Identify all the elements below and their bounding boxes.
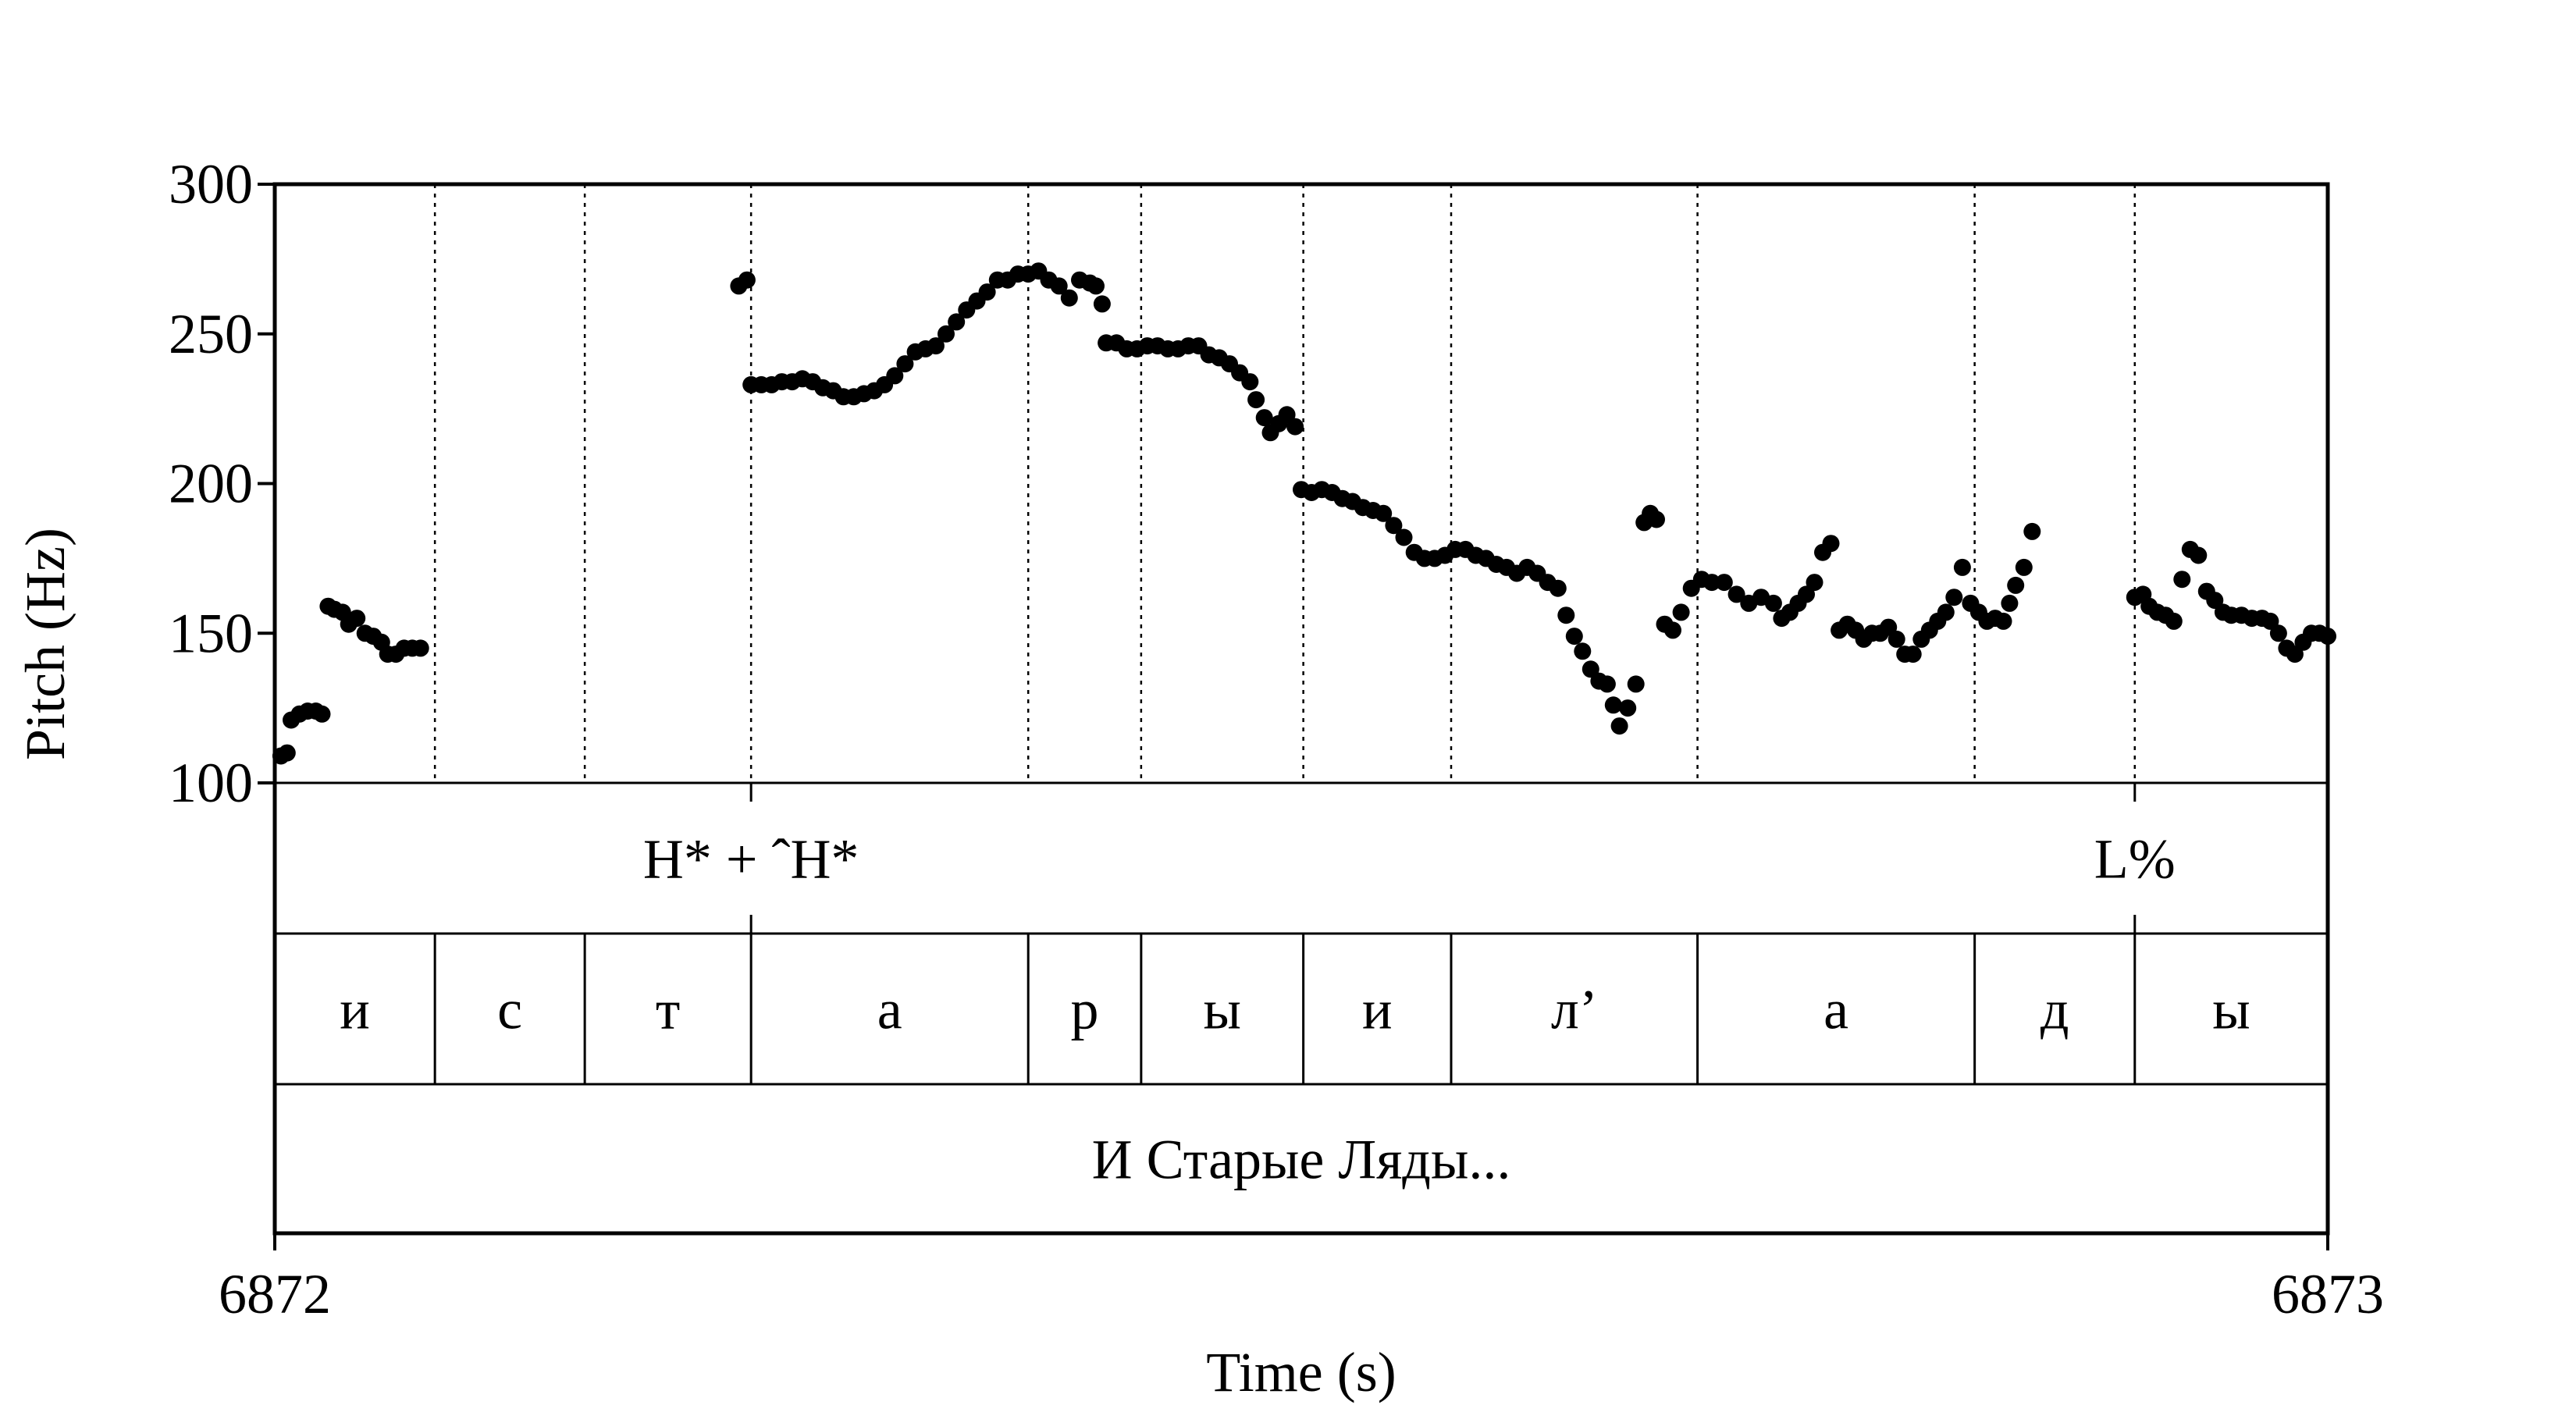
- pitch-point-57: [1093, 295, 1111, 313]
- pitch-point-125: [1727, 585, 1745, 603]
- pitch-point-169: [2190, 546, 2208, 564]
- pitch-point-132: [1798, 585, 1815, 603]
- segment-label-3: а: [877, 979, 902, 1041]
- pitch-point-77: [1278, 406, 1296, 424]
- plot-frame: [272, 182, 2330, 1236]
- pitch-point-120: [1672, 603, 1690, 621]
- pitch-point-135: [1822, 535, 1840, 553]
- pitch-point-78: [1286, 418, 1304, 436]
- y-tick-label-0: 100: [169, 752, 253, 814]
- pitch-point-105: [1557, 606, 1575, 624]
- x-tick-label-0: 6872: [219, 1263, 331, 1325]
- pitch-point-113: [1619, 699, 1637, 717]
- segment-label-4: р: [1071, 979, 1099, 1041]
- segment-boundary-lines: [433, 184, 2137, 783]
- pitch-point-73: [1247, 391, 1265, 409]
- pitch-point-52: [1050, 277, 1068, 295]
- pitch-point-159: [2015, 558, 2033, 576]
- pitch-point-11: [348, 610, 366, 628]
- pitch-point-166: [2165, 612, 2183, 630]
- pitch-point-114: [1627, 675, 1645, 693]
- pitch-point-178: [2269, 624, 2287, 642]
- pitch-point-150: [1945, 589, 1963, 606]
- segment-label-6: и: [1362, 979, 1393, 1041]
- pitch-point-1: [278, 744, 296, 762]
- pitch-point-158: [2007, 576, 2025, 594]
- pitch-point-167: [2173, 571, 2191, 589]
- pitch-point-160: [2023, 522, 2041, 540]
- pitch-point-72: [1241, 373, 1259, 391]
- x-axis: 6872 6873: [219, 1233, 2384, 1325]
- x-tick-label-1: 6873: [2272, 1263, 2384, 1325]
- pitch-points: [272, 262, 2336, 765]
- y-tick-label-1: 150: [169, 602, 253, 664]
- pitch-point-110: [1598, 675, 1616, 693]
- pitch-point-156: [1994, 612, 2012, 630]
- segment-labels: и с т а р ы и л’ а д ы: [340, 979, 2250, 1041]
- segment-dividers: [433, 934, 2137, 1084]
- y-tick-label-4: 300: [169, 153, 253, 215]
- pitch-point-89: [1395, 528, 1413, 546]
- y-tick-label-3: 250: [169, 303, 253, 365]
- pitch-point-171: [2206, 592, 2224, 610]
- x-axis-title: Time (s): [1206, 1341, 1396, 1403]
- segment-label-9: д: [2041, 979, 2069, 1041]
- segment-label-2: т: [656, 979, 680, 1041]
- segment-label-7: л’: [1551, 979, 1598, 1041]
- tone-ticks: [749, 783, 2137, 934]
- tone-labels: H* + ˆH* L%: [643, 828, 2176, 891]
- pitch-point-117: [1648, 510, 1665, 528]
- pitch-point-107: [1574, 642, 1592, 660]
- pitch-point-112: [1610, 717, 1628, 735]
- pitch-point-53: [1060, 289, 1078, 307]
- pitch-point-108: [1582, 660, 1599, 678]
- segment-label-1: с: [497, 979, 522, 1041]
- pitch-point-145: [1904, 646, 1922, 663]
- pitch-point-56: [1087, 277, 1105, 295]
- pitch-point-37: [896, 355, 914, 373]
- pitch-point-6: [313, 705, 331, 723]
- pitch-point-157: [2001, 594, 2019, 612]
- pitch-point-177: [2261, 612, 2279, 630]
- pitch-point-149: [1937, 603, 1955, 621]
- pitch-point-19: [411, 639, 429, 657]
- tone-label-1: L%: [2094, 828, 2176, 891]
- y-axis-title: Pitch (Hz): [14, 528, 76, 760]
- pitch-point-143: [1888, 630, 1905, 648]
- pitch-point-123: [1703, 574, 1720, 592]
- pitch-point-106: [1565, 628, 1583, 646]
- pitch-point-45: [978, 283, 996, 301]
- figure-frame: [272, 182, 2330, 1236]
- pitch-point-142: [1880, 618, 1898, 636]
- segment-label-8: а: [1823, 979, 1848, 1041]
- segment-label-0: и: [340, 979, 370, 1041]
- pitch-point-42: [948, 313, 966, 331]
- y-axis: 100 150 200 250 300: [169, 153, 275, 814]
- segment-label-5: ы: [1204, 979, 1241, 1041]
- segment-label-10: ы: [2212, 979, 2250, 1041]
- word-labels: И Старые Ляды...: [1092, 1129, 1511, 1191]
- pitch-point-74: [1255, 409, 1273, 427]
- y-tick-label-2: 200: [169, 453, 253, 515]
- pitch-point-128: [1764, 594, 1782, 612]
- tone-label-0: H* + ˆH*: [643, 828, 859, 891]
- pitch-point-88: [1385, 517, 1403, 535]
- pitch-point-40: [927, 337, 945, 355]
- pitch-point-133: [1806, 574, 1823, 592]
- pitch-point-180: [2286, 646, 2304, 663]
- pitch-point-104: [1549, 579, 1567, 597]
- pitch-point-124: [1715, 574, 1733, 592]
- word-label-0: И Старые Ляды...: [1092, 1129, 1511, 1191]
- pitch-point-41: [938, 325, 955, 343]
- pitch-point-36: [886, 367, 904, 385]
- pitch-point-111: [1604, 696, 1622, 714]
- pitch-point-21: [738, 271, 756, 289]
- pitch-point-119: [1664, 621, 1681, 639]
- pitch-point-87: [1375, 504, 1393, 522]
- pitch-point-151: [1953, 558, 1971, 576]
